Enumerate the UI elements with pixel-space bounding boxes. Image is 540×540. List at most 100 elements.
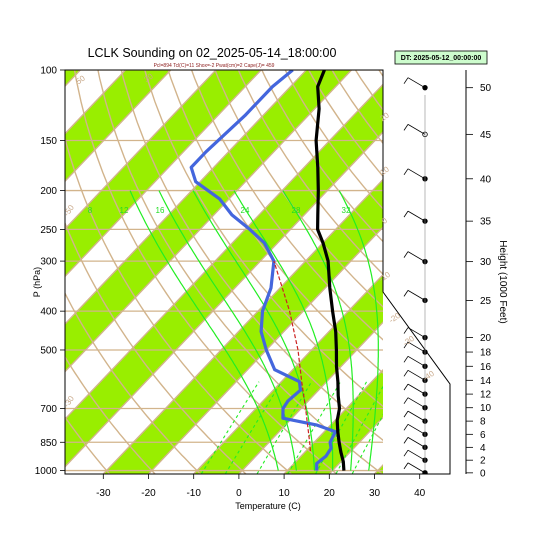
moist-adiabat-label: 8: [88, 206, 93, 215]
moist-adiabat-label: 16: [156, 206, 165, 215]
isotherm-line: [283, 298, 450, 474]
mixing-ratio-line: [314, 381, 368, 474]
height-tick-label: 20: [480, 333, 492, 344]
wind-barb-flag: [403, 168, 409, 176]
y-tick-label: 850: [40, 438, 57, 449]
isotherm-line: [65, 70, 398, 421]
wind-barb-flag: [403, 410, 409, 418]
wind-barb-flag: [403, 327, 409, 334]
sounding-profiles: [189, 70, 346, 471]
wind-barb-flag: [403, 210, 409, 218]
mixing-ratio-line: [256, 381, 313, 474]
y-tick-label: 500: [40, 345, 57, 356]
height-tick-label: 25: [480, 296, 492, 307]
wind-barb: [407, 77, 426, 89]
height-tick-label: 45: [480, 130, 492, 141]
height-tick-label: 16: [480, 362, 492, 373]
mixing-ratio-line: [335, 381, 387, 474]
dry-adiabat: [65, 291, 202, 474]
isotherm-line: [65, 70, 127, 135]
wind-barb: [407, 369, 426, 381]
height-tick-label: 18: [480, 348, 492, 359]
wind-barb: [407, 251, 426, 262]
y-tick-label: 250: [40, 225, 57, 236]
height-tick-label: 4: [480, 443, 486, 454]
wind-barb-panel: [383, 70, 450, 474]
moist-adiabat: [233, 190, 334, 471]
y-tick-label: 300: [40, 257, 57, 268]
height-tick-label: 40: [480, 174, 492, 185]
pressure-axis: 100 150 200 250 300 400 500 700 850 1000: [35, 66, 65, 477]
moist-adiabat: [158, 190, 297, 471]
x-tick-label: 20: [324, 488, 336, 499]
dry-adiabat: [65, 221, 247, 474]
moist-adiabat-labels: 8 12 16 24 28 32: [88, 206, 351, 215]
mixing-ratio-line: [200, 381, 260, 474]
wind-barb: [407, 168, 426, 180]
y-tick-label: 700: [40, 404, 57, 415]
moist-adiabat-label: 28: [292, 206, 301, 215]
wind-barb: [407, 210, 426, 222]
dewpoint-profile: [189, 70, 338, 471]
moist-adiabat-label: 12: [120, 206, 129, 215]
dry-adiabat: [73, 70, 338, 474]
height-tick-label: 14: [480, 376, 492, 387]
wind-barb-flag: [403, 370, 409, 377]
height-tick-label: 8: [480, 417, 486, 428]
mixing-ratio-line: [224, 381, 283, 474]
y-tick-label: 150: [40, 136, 57, 147]
wind-barb-flag: [403, 251, 409, 258]
wind-barb: [407, 341, 426, 353]
wind-barb: [407, 290, 426, 301]
wind-barb: [407, 437, 426, 448]
wind-barb: [407, 355, 426, 367]
wind-barb: [407, 410, 426, 422]
moist-adiabat-label: 32: [342, 206, 351, 215]
isotherm-line: [65, 70, 353, 373]
parcel-profile: [273, 260, 311, 452]
plot-frame: [64, 69, 451, 475]
wind-barb-flag: [403, 124, 409, 131]
wind-barb: [407, 383, 426, 395]
x-tick-label: -30: [96, 488, 111, 499]
wind-barb: [407, 423, 426, 435]
height-tick-label: 10: [480, 403, 492, 414]
chart-title: LCLK Sounding on 02_2025-05-14_18:00:00: [88, 46, 337, 60]
y-tick-label: 100: [40, 66, 57, 77]
height-tick-label: 12: [480, 390, 492, 401]
x-tick-label: 0: [236, 488, 242, 499]
height-tick-label: 0: [480, 468, 486, 479]
height-axis: 50 45 40 35 30 25 20 18 16 14 12 10 8 6 4 20: [466, 83, 492, 479]
height-tick-label: 2: [480, 456, 486, 467]
wind-barb: [407, 124, 426, 135]
height-tick-label: 6: [480, 430, 486, 441]
moist-adiabat-label: 24: [241, 206, 250, 215]
isotherm-line: [147, 155, 450, 474]
x-tick-label: -20: [141, 488, 156, 499]
y-axis-label: P (hPa): [32, 267, 42, 297]
wind-barb-flag: [403, 397, 409, 404]
wind-barb-flag: [403, 383, 409, 391]
isotherm-line: [65, 70, 263, 278]
x-tick-label: 10: [279, 488, 291, 499]
x-tick-label: 40: [414, 488, 426, 499]
y-tick-label: 200: [40, 186, 57, 197]
x-tick-label: 30: [369, 488, 381, 499]
isotherm-line: [65, 70, 308, 326]
wind-barb-flag: [403, 424, 409, 431]
wind-barb-flag: [403, 290, 409, 297]
x-tick-label: -10: [186, 488, 201, 499]
isotherm-line: [65, 70, 172, 183]
wind-barb: [407, 397, 426, 409]
isotherm-line: [65, 70, 217, 230]
wind-barb-flag: [403, 341, 409, 349]
dry-adiabat: [214, 70, 450, 366]
dry-adiabat: [65, 136, 293, 474]
date-box: DT: 2025-05-12_00:00:00: [394, 50, 488, 65]
moist-adiabat: [338, 190, 379, 471]
wind-barb-flag: [403, 356, 409, 363]
wind-barb: [407, 462, 426, 474]
wind-barb-flag: [403, 437, 409, 444]
moist-adiabat: [282, 190, 354, 471]
